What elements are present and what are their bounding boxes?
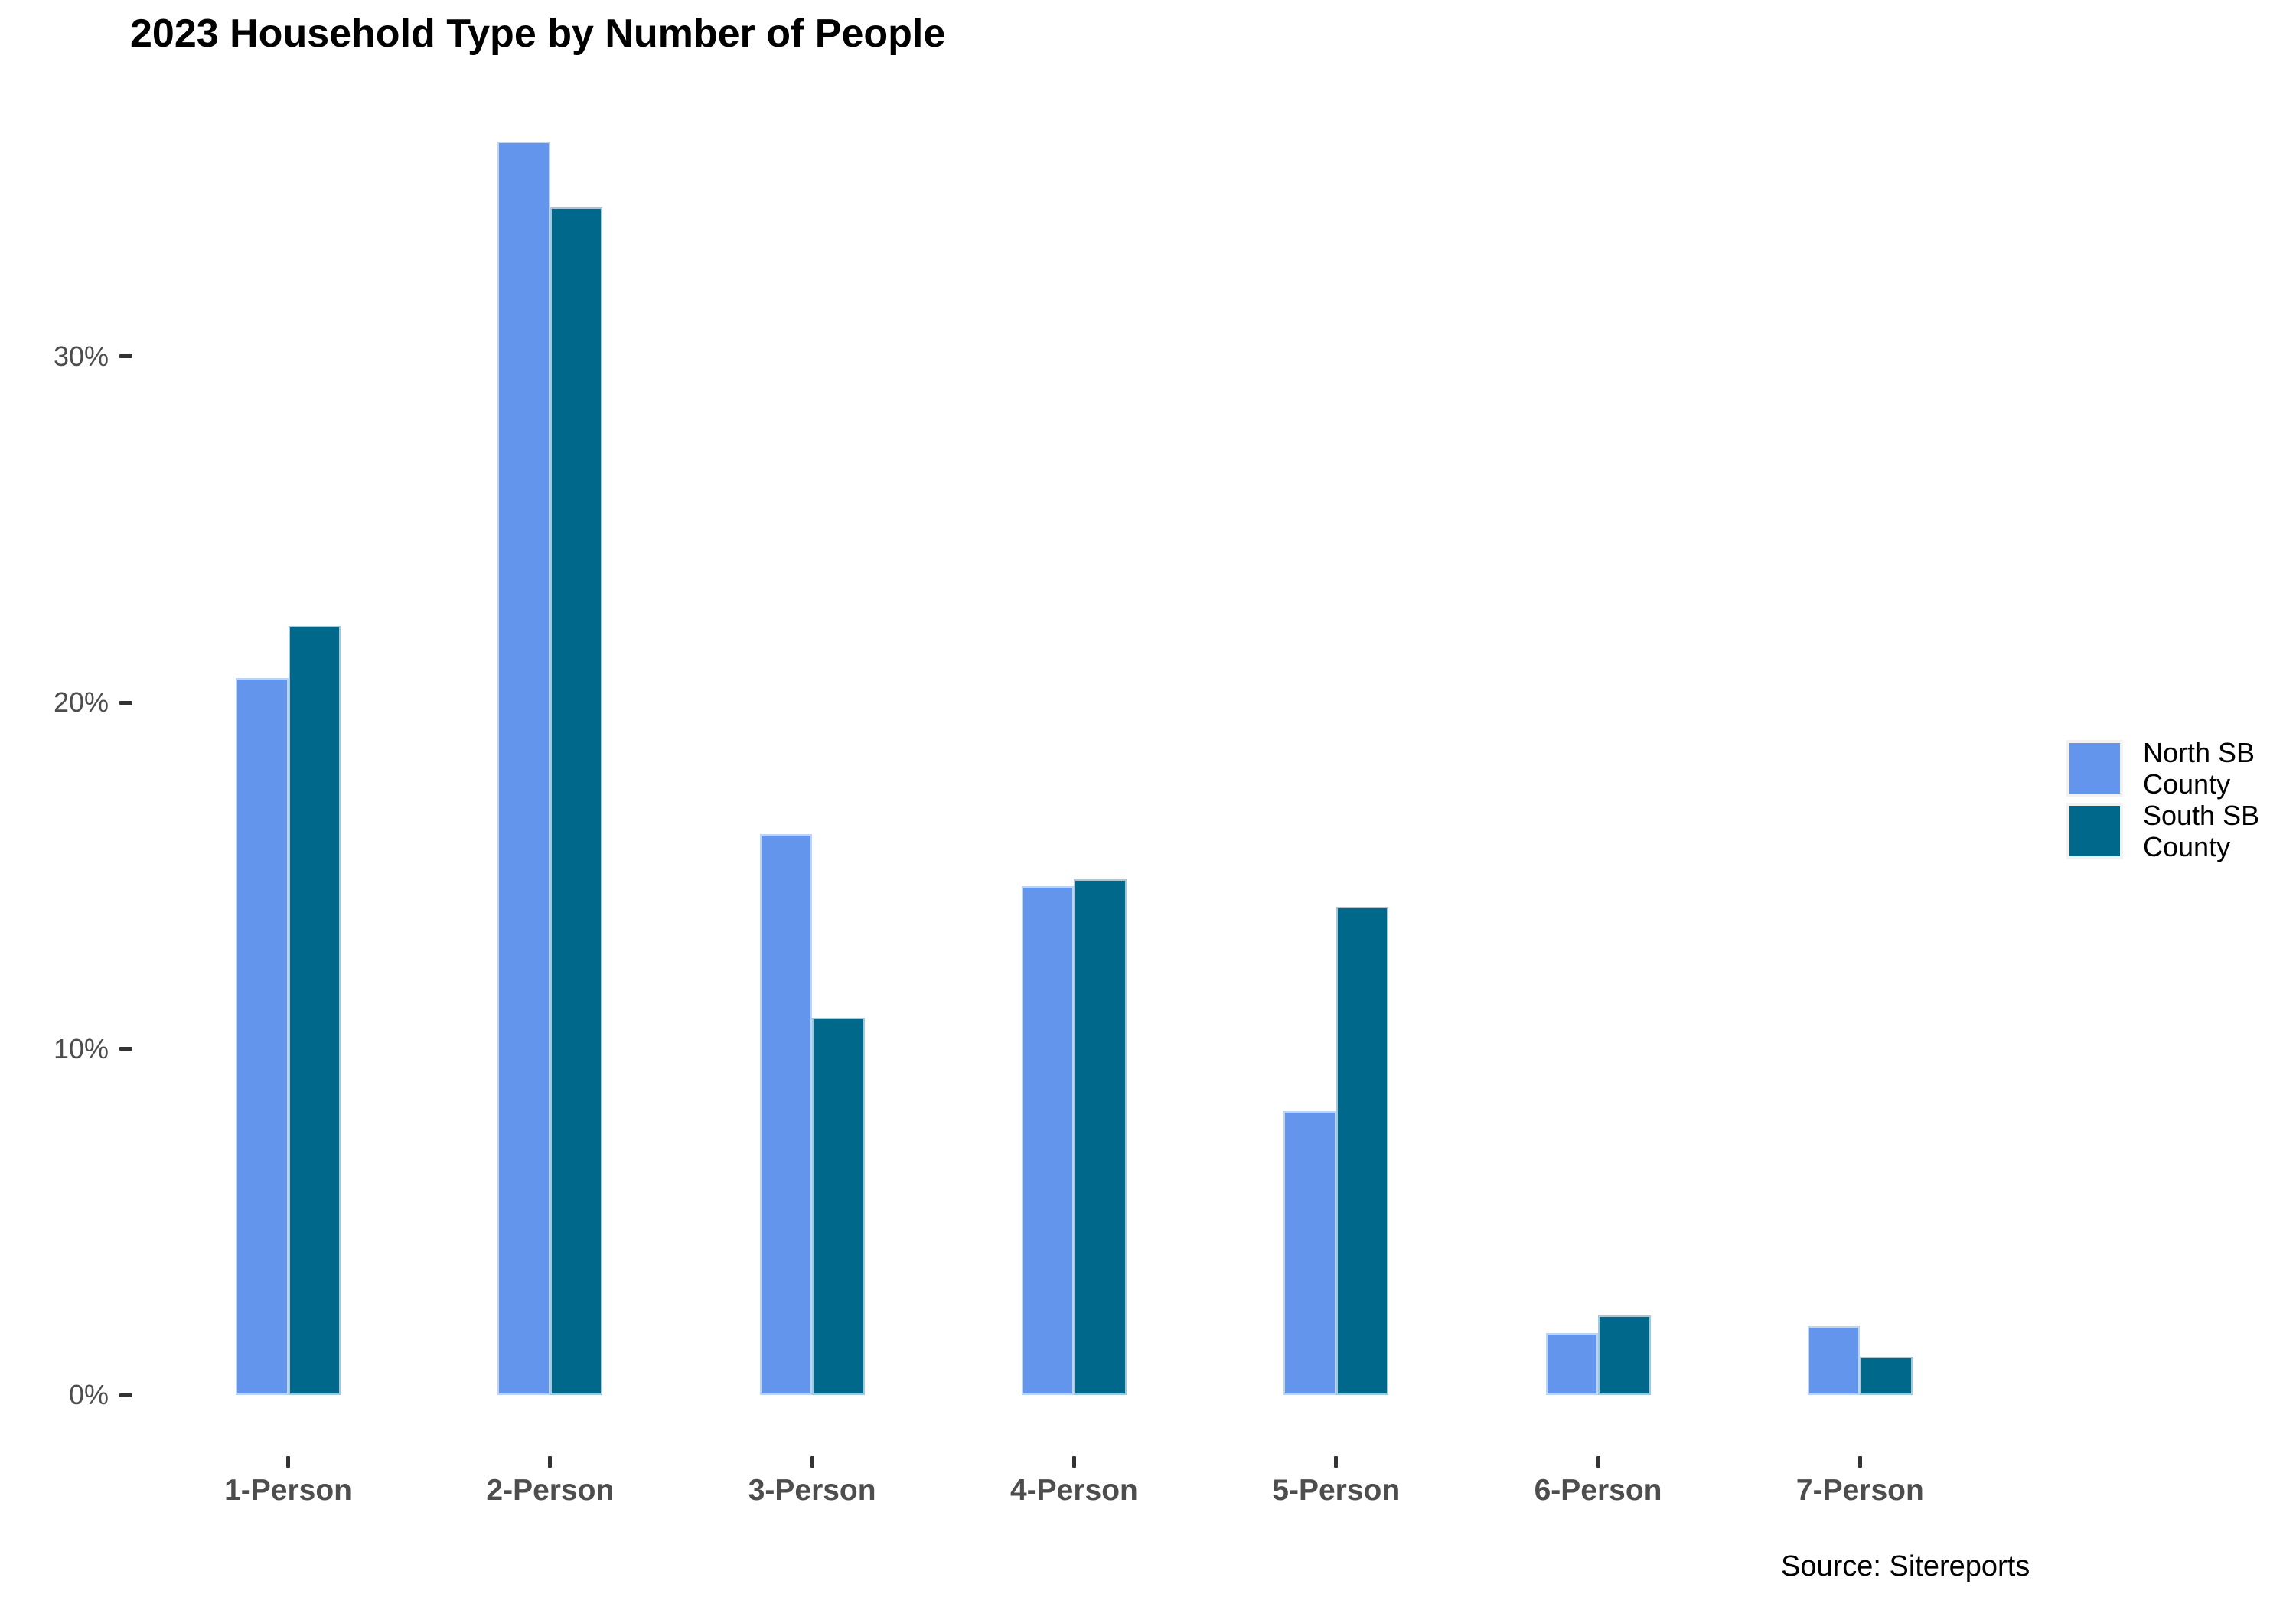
legend-item: North SB County bbox=[2066, 737, 2277, 800]
x-axis-tick bbox=[1596, 1456, 1600, 1468]
bar-north-5-person bbox=[1283, 1110, 1336, 1395]
x-axis-tick bbox=[1334, 1456, 1339, 1468]
legend-swatch bbox=[2069, 743, 2120, 794]
x-axis-category-label: 7-Person bbox=[1795, 1474, 1924, 1507]
x-axis-category-label: 1-Person bbox=[224, 1474, 352, 1507]
y-axis-tick bbox=[119, 354, 132, 358]
legend-item: South SB County bbox=[2066, 800, 2277, 862]
bar-south-2-person bbox=[550, 207, 603, 1395]
bar-north-1-person bbox=[236, 678, 289, 1395]
legend-key bbox=[2066, 803, 2123, 859]
legend-swatch bbox=[2069, 806, 2120, 856]
source-note: Source: Sitereports bbox=[1781, 1550, 2030, 1583]
x-axis-tick bbox=[548, 1456, 553, 1468]
bar-south-4-person bbox=[1074, 878, 1127, 1395]
bar-south-5-person bbox=[1336, 906, 1389, 1395]
legend-key bbox=[2066, 740, 2123, 797]
legend: North SB County South SB County bbox=[2066, 737, 2277, 862]
x-axis-category-label: 3-Person bbox=[748, 1474, 876, 1507]
x-axis-category-label: 6-Person bbox=[1534, 1474, 1662, 1507]
y-axis-tick bbox=[119, 1047, 132, 1051]
bar-north-3-person bbox=[759, 833, 813, 1395]
x-axis-tick bbox=[810, 1456, 814, 1468]
legend-label: South SB County bbox=[2143, 800, 2260, 862]
chart-title: 2023 Household Type by Number of People bbox=[130, 11, 946, 56]
bar-south-3-person bbox=[812, 1017, 865, 1395]
y-axis-tick-label: 10% bbox=[53, 1032, 109, 1064]
y-axis-tick bbox=[119, 700, 132, 705]
x-axis-category-label: 4-Person bbox=[1009, 1474, 1138, 1507]
legend-label: North SB County bbox=[2143, 737, 2255, 800]
x-axis-category-label: 2-Person bbox=[486, 1474, 615, 1507]
y-axis-tick-label: 20% bbox=[53, 686, 109, 718]
bar-south-7-person bbox=[1860, 1357, 1913, 1395]
bar-north-2-person bbox=[497, 141, 550, 1395]
x-axis-category-label: 5-Person bbox=[1272, 1474, 1401, 1507]
x-axis-tick bbox=[1857, 1456, 1862, 1468]
x-axis-tick bbox=[1071, 1456, 1076, 1468]
y-axis-tick bbox=[119, 1393, 132, 1397]
bar-south-6-person bbox=[1598, 1315, 1651, 1395]
bar-south-1-person bbox=[288, 626, 341, 1395]
bar-north-6-person bbox=[1545, 1332, 1599, 1395]
y-axis-tick-label: 30% bbox=[53, 340, 109, 372]
x-axis-tick bbox=[286, 1456, 291, 1468]
y-axis-tick-label: 0% bbox=[68, 1379, 109, 1410]
bar-north-4-person bbox=[1021, 885, 1075, 1395]
bar-north-7-person bbox=[1807, 1325, 1861, 1395]
